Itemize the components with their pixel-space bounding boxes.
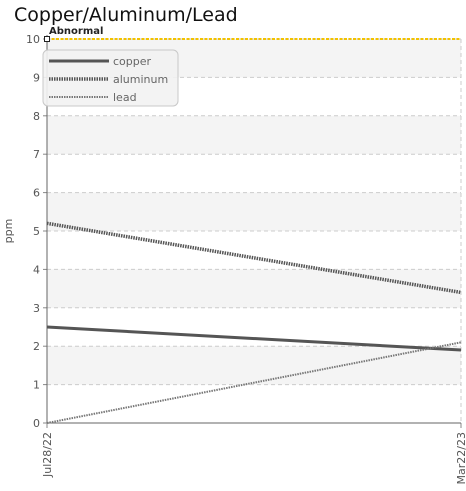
series-line-copper <box>46 325 462 352</box>
y-tick-label: 6 <box>33 187 40 200</box>
y-tick-label: 9 <box>33 71 40 84</box>
band-row <box>47 346 461 385</box>
x-tick-label: Jul28/22 <box>41 432 54 478</box>
y-axis-label: ppm <box>2 219 15 244</box>
y-tick-label: 1 <box>33 379 40 392</box>
legend-label-lead[interactable]: lead <box>113 91 137 104</box>
threshold-marker <box>44 36 50 42</box>
band-row <box>47 269 461 308</box>
legend[interactable]: copper aluminum lead <box>42 49 179 107</box>
y-tick-label: 3 <box>33 302 40 315</box>
y-tick-label: 5 <box>33 225 40 238</box>
background-bands <box>47 39 461 385</box>
y-tick-label: 10 <box>26 33 40 46</box>
data-series <box>46 221 462 424</box>
y-tick-label: 2 <box>33 340 40 353</box>
threshold-lines: Abnormal <box>44 26 461 42</box>
chart-title: Copper/Aluminum/Lead <box>14 4 238 26</box>
threshold-label: Abnormal <box>49 26 103 37</box>
y-tick-label: 0 <box>33 417 40 430</box>
y-tick-label: 4 <box>33 263 40 276</box>
band-row <box>47 115 461 155</box>
legend-label-aluminum[interactable]: aluminum <box>113 73 168 86</box>
x-tick-labels: Jul28/22 Mar22/23 <box>41 432 466 484</box>
series-line-lead <box>46 341 462 424</box>
y-tick-label: 8 <box>33 110 40 123</box>
band-row <box>47 192 461 231</box>
y-tick-labels: 0 1 2 3 4 5 6 7 8 9 10 <box>26 33 40 430</box>
x-tick-label: Mar22/23 <box>455 432 466 484</box>
legend-label-copper[interactable]: copper <box>113 55 152 68</box>
y-tick-label: 7 <box>33 148 40 161</box>
legend-box <box>42 49 179 107</box>
